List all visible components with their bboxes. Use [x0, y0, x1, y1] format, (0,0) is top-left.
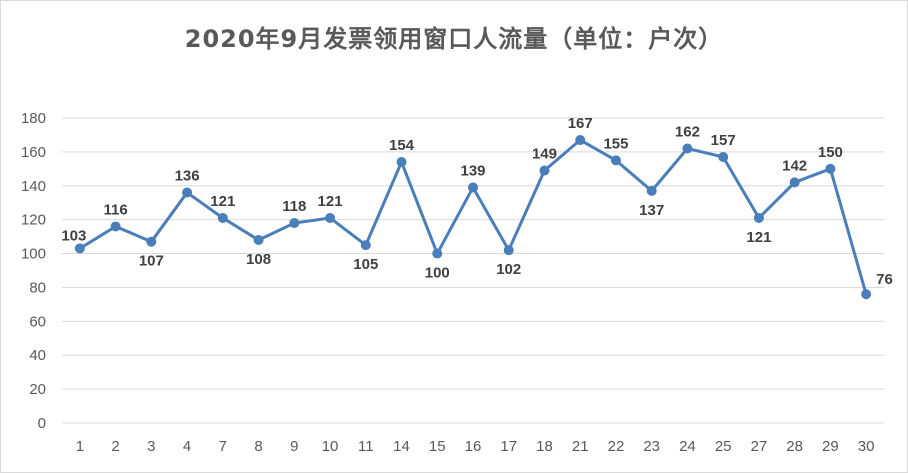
- x-tick-label: 1: [76, 438, 84, 455]
- data-label: 121: [318, 193, 343, 210]
- data-label: 108: [246, 251, 271, 268]
- data-label: 121: [210, 193, 235, 210]
- data-point: [146, 236, 157, 247]
- data-label: 116: [104, 201, 128, 218]
- data-point: [861, 289, 872, 300]
- data-point: [503, 245, 514, 256]
- data-point: [110, 221, 121, 232]
- y-tick-label: 120: [21, 212, 46, 229]
- x-tick-label: 28: [786, 438, 803, 455]
- data-label: 103: [61, 227, 86, 244]
- x-tick-label: 25: [715, 438, 732, 455]
- x-tick-label: 3: [147, 438, 155, 455]
- data-point: [360, 240, 371, 251]
- data-point: [753, 212, 764, 223]
- data-label: 142: [782, 157, 807, 174]
- x-tick-label: 2: [111, 438, 119, 455]
- x-tick-label: 10: [322, 438, 339, 455]
- x-tick-label: 23: [643, 438, 660, 455]
- data-label: 100: [425, 265, 450, 282]
- data-point: [718, 151, 729, 162]
- y-tick-label: 100: [21, 246, 46, 263]
- data-point: [253, 235, 264, 245]
- y-tick-label: 60: [29, 313, 46, 330]
- x-tick-label: 15: [429, 438, 446, 455]
- data-point: [682, 143, 693, 154]
- data-point: [825, 163, 836, 174]
- x-tick-label: 7: [219, 438, 227, 455]
- data-point: [575, 135, 586, 146]
- x-tick-label: 27: [751, 438, 768, 455]
- x-tick-label: 11: [358, 438, 374, 455]
- data-label: 157: [711, 132, 736, 149]
- data-label: 121: [746, 229, 771, 246]
- data-label: 107: [139, 253, 164, 270]
- x-tick-label: 24: [679, 438, 696, 455]
- y-tick-label: 80: [29, 279, 46, 296]
- series-layer: [74, 135, 872, 300]
- data-label: 76: [876, 271, 893, 288]
- y-tick-label: 40: [29, 347, 46, 364]
- data-point: [217, 212, 228, 223]
- data-label: 155: [603, 135, 628, 152]
- x-tick-label: 16: [465, 438, 482, 455]
- y-tick-label: 160: [21, 144, 46, 161]
- data-label: 118: [282, 198, 306, 215]
- data-point: [289, 218, 300, 229]
- x-tick-label: 21: [572, 438, 589, 455]
- data-point: [182, 187, 193, 198]
- data-label: 102: [496, 261, 521, 278]
- data-label: 167: [568, 115, 593, 132]
- data-label: 105: [353, 256, 378, 273]
- data-point: [468, 182, 478, 193]
- y-tick-label: 140: [21, 178, 46, 195]
- data-point: [74, 243, 85, 254]
- x-tick-label: 8: [254, 438, 262, 455]
- y-tick-label: 0: [38, 415, 46, 432]
- y-tick-label: 180: [21, 110, 46, 127]
- x-tick-label: 4: [183, 438, 191, 455]
- x-tick-label: 17: [500, 438, 517, 455]
- data-label: 149: [532, 146, 557, 163]
- x-tick-label: 9: [290, 438, 298, 455]
- data-point: [432, 248, 443, 259]
- chart-title: 2020年9月发票领用窗口人流量（单位：户次）: [184, 25, 724, 53]
- data-labels: 103 116 107 136 121 108 118 121 105 154 100 139 102 1…: [61, 115, 892, 288]
- data-label: 139: [460, 162, 485, 179]
- data-point: [396, 157, 407, 168]
- data-label: 137: [639, 202, 664, 219]
- x-tick-label: 30: [858, 438, 875, 455]
- x-tick-label: 14: [393, 438, 410, 455]
- x-tick-label: 18: [536, 438, 553, 455]
- data-label: 136: [175, 168, 200, 185]
- data-label: 154: [389, 137, 415, 154]
- data-point: [539, 165, 550, 176]
- data-label: 150: [818, 144, 843, 161]
- x-tick-label: 22: [608, 438, 625, 455]
- data-label: 162: [675, 124, 700, 141]
- gridlines: [62, 117, 884, 390]
- data-point: [646, 185, 657, 196]
- data-point: [325, 212, 336, 223]
- y-tick-label: 20: [29, 381, 46, 398]
- x-tick-label: 29: [822, 438, 839, 455]
- data-point: [610, 155, 621, 166]
- data-point: [789, 177, 800, 188]
